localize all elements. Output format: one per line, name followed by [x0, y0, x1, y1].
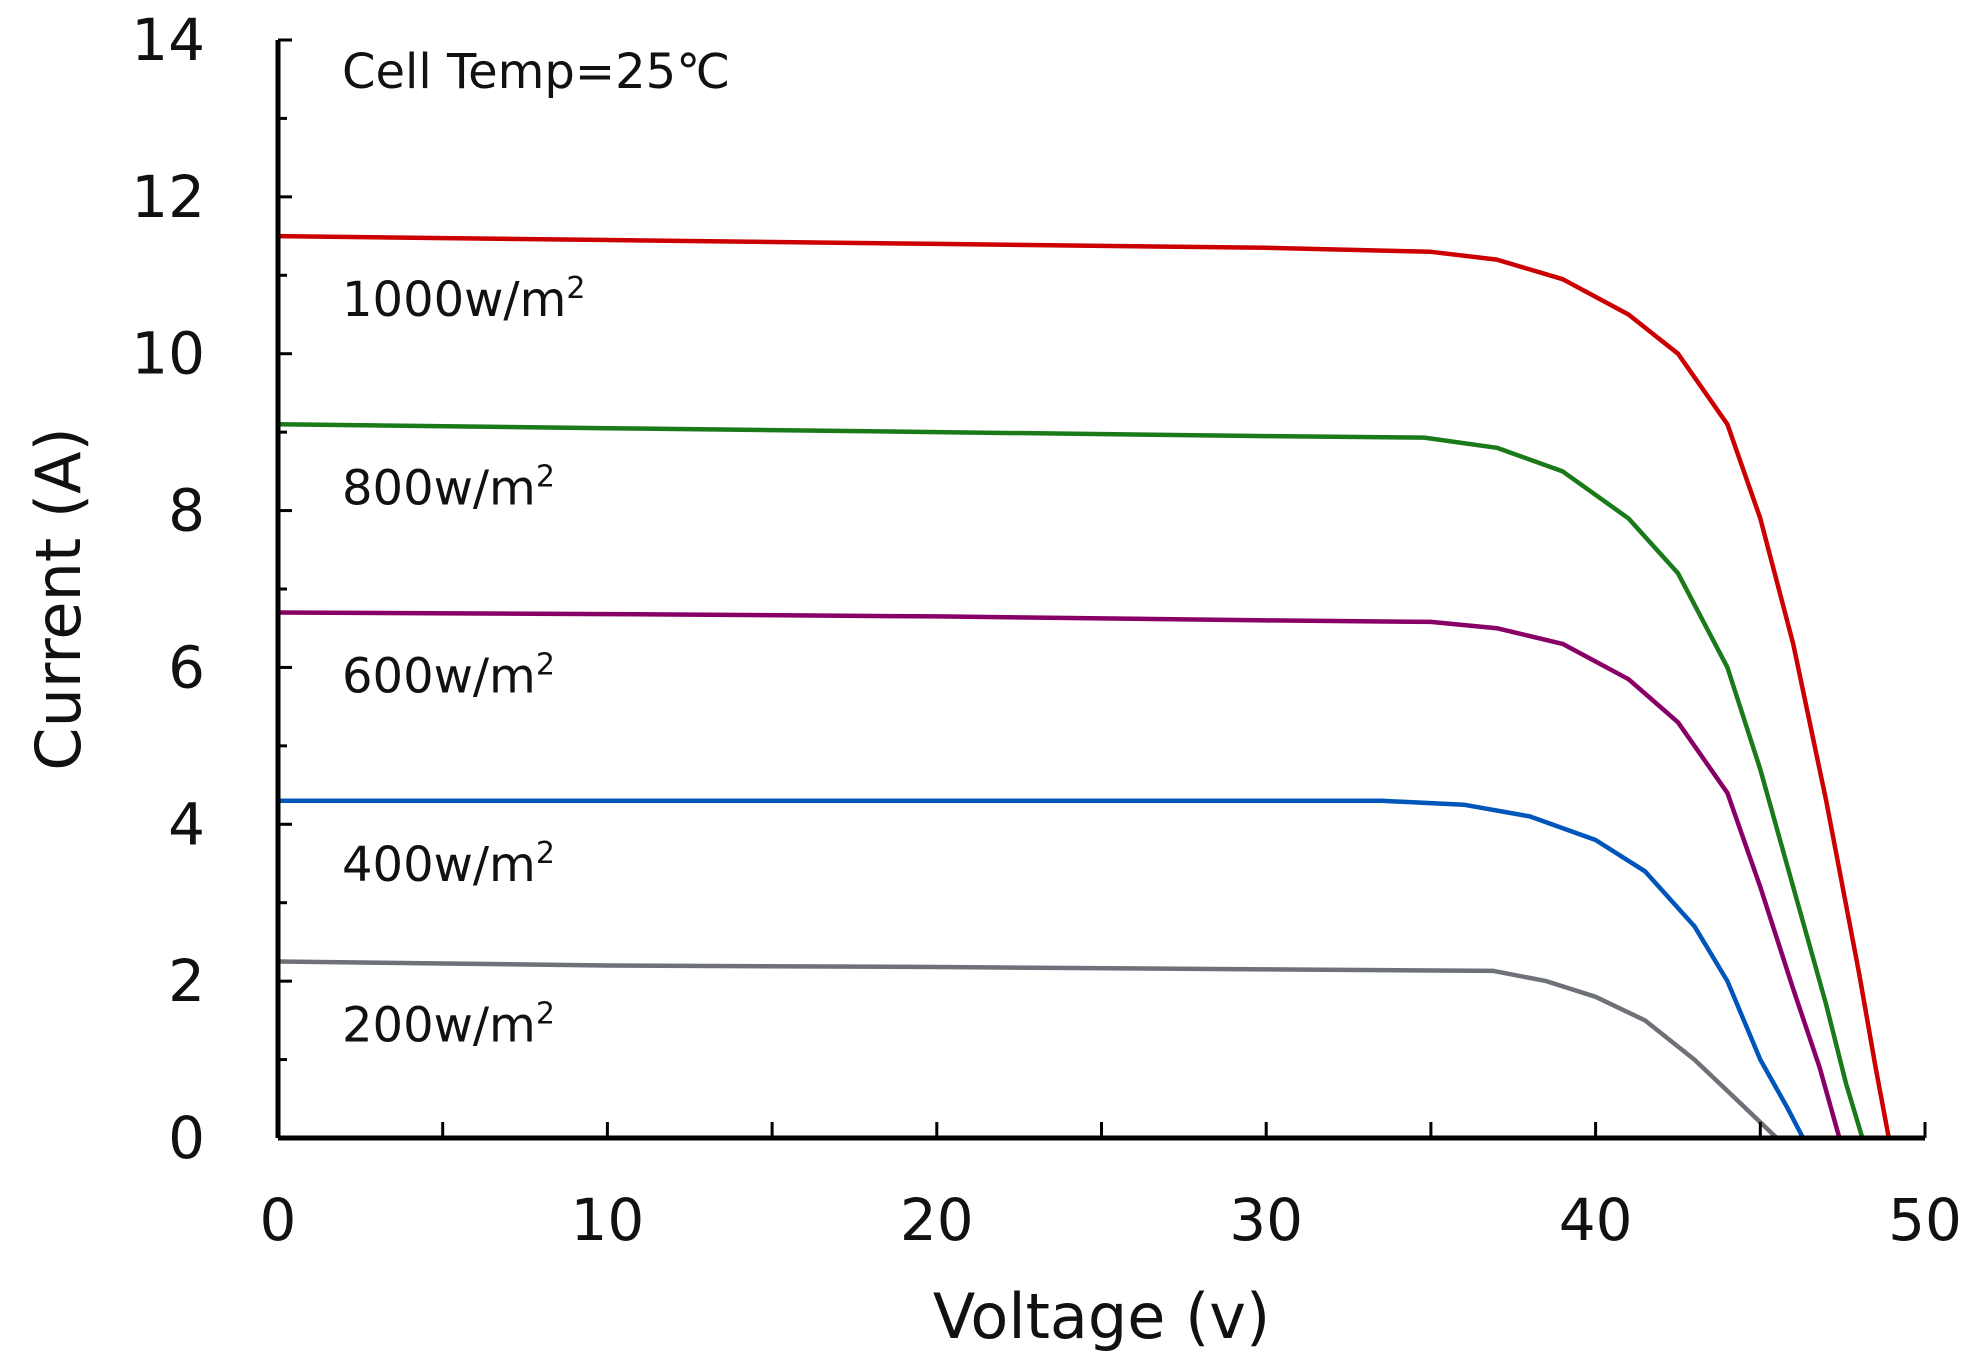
series-line-1 — [275, 422, 1865, 1141]
x-tick-label: 10 — [570, 1186, 644, 1254]
series-label-4: 200w/m2 — [342, 997, 555, 1054]
y-tick-label: 12 — [131, 163, 205, 231]
series-label-2: 600w/m2 — [342, 648, 555, 705]
series-label-1: 800w/m2 — [342, 459, 555, 516]
y-tick-label: 4 — [168, 790, 205, 858]
cell-temp-annotation: Cell Temp=25℃ — [342, 44, 730, 100]
series-layer — [275, 233, 1892, 1141]
series-label-3: 400w/m2 — [342, 836, 555, 893]
series-line-0 — [275, 233, 1892, 1141]
series-line-3 — [275, 798, 1806, 1141]
x-tick-label: 50 — [1888, 1186, 1962, 1254]
ticks-layer: 0 2 4 6 8 10 12 14 0 10 20 30 40 50 — [131, 6, 1962, 1254]
y-tick-label: 6 — [168, 633, 205, 701]
y-tick-label: 2 — [168, 947, 205, 1015]
y-tick-label: 10 — [131, 320, 205, 388]
y-tick-label: 8 — [168, 477, 205, 545]
x-axis-title: Voltage (v) — [933, 1280, 1270, 1353]
x-tick-label: 30 — [1229, 1186, 1303, 1254]
y-tick-label: 14 — [131, 6, 205, 74]
x-tick-label: 0 — [260, 1186, 297, 1254]
series-line-2 — [275, 610, 1842, 1141]
axes-layer — [275, 40, 1925, 1141]
series-labels-layer: 1000w/m2 800w/m2 600w/m2 400w/m2 200w/m2 — [342, 271, 585, 1053]
y-tick-label: 0 — [168, 1104, 205, 1172]
y-axis-title: Current (A) — [22, 427, 95, 770]
series-label-0: 1000w/m2 — [342, 271, 585, 328]
x-tick-label: 20 — [900, 1186, 974, 1254]
series-line-4 — [275, 959, 1780, 1141]
x-tick-label: 40 — [1559, 1186, 1633, 1254]
